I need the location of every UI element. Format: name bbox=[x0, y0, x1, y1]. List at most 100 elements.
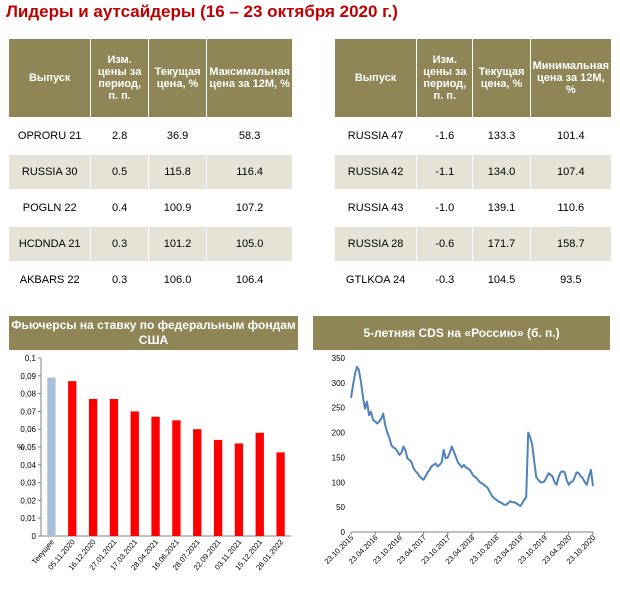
min-price-cell: 158.7 bbox=[530, 227, 611, 263]
y-tick-label: 0,07 bbox=[20, 407, 36, 416]
change-cell: 2.8 bbox=[91, 119, 149, 155]
price-cell: 115.8 bbox=[148, 155, 208, 191]
bar bbox=[193, 429, 202, 536]
max-price-cell: 107.2 bbox=[207, 191, 292, 227]
y-tick-label: 0,09 bbox=[20, 372, 36, 381]
y-tick-label: 0,03 bbox=[20, 479, 36, 488]
leaders-header-price: Текущая цена, % bbox=[148, 39, 208, 119]
max-price-cell: 106.4 bbox=[207, 263, 292, 299]
y-tick-label: 250 bbox=[332, 404, 346, 413]
fed-futures-chart-plot: 0 0,01 0,02 0,03 0,04 0,05 0,06 0,07 0,08 0,09 0,1… bbox=[17, 354, 291, 572]
issue-cell: GTLKOA 24 bbox=[335, 263, 418, 299]
laggards-header-issue: Выпуск bbox=[335, 39, 418, 119]
y-tick-label: 0,06 bbox=[20, 425, 36, 434]
table-row: RUSSIA 47 -1.6 133.3 101.4 bbox=[335, 119, 611, 155]
bar bbox=[151, 416, 160, 536]
min-price-cell: 93.5 bbox=[530, 263, 611, 299]
y-tick-label: 350 bbox=[332, 354, 346, 363]
issue-cell: OPRORU 21 bbox=[9, 119, 92, 155]
issue-cell: AKBARS 22 bbox=[9, 263, 92, 299]
bar bbox=[255, 432, 264, 536]
leaders-header-max-price: Максимальная цена за 12М, % bbox=[207, 39, 292, 119]
issue-cell: RUSSIA 47 bbox=[335, 119, 418, 155]
change-cell: 0.3 bbox=[91, 263, 149, 299]
change-cell: 0.5 bbox=[91, 155, 149, 191]
table-row: OPRORU 21 2.8 36.9 58.3 bbox=[9, 119, 292, 155]
leaders-header-change: Изм. цены за период, п. п. bbox=[91, 39, 149, 119]
issue-cell: RUSSIA 30 bbox=[9, 155, 92, 191]
leaders-table-header-row: Выпуск Изм. цены за период, п. п. Текуща… bbox=[9, 39, 292, 119]
issue-cell: HCDNDA 21 bbox=[9, 227, 92, 263]
bar bbox=[213, 439, 223, 536]
change-cell: 0.3 bbox=[91, 227, 149, 263]
change-cell: -0.3 bbox=[417, 263, 474, 299]
price-cell: 139.1 bbox=[473, 191, 531, 227]
bar bbox=[88, 398, 98, 536]
y-tick-label: 0 bbox=[32, 532, 37, 541]
table-row: RUSSIA 28 -0.6 171.7 158.7 bbox=[335, 227, 611, 263]
y-tick-label: 0,01 bbox=[20, 514, 36, 523]
table-row: AKBARS 22 0.3 106.0 106.4 bbox=[9, 263, 292, 299]
y-tick-label: 100 bbox=[332, 478, 346, 487]
bar bbox=[172, 420, 181, 536]
change-cell: -0.6 bbox=[417, 227, 474, 263]
cds-chart: 5-летняя CDS на «Россию» (б. п.) 0 50 100 1… bbox=[313, 316, 610, 590]
bar bbox=[130, 411, 139, 536]
table-row: RUSSIA 42 -1.1 134.0 107.4 bbox=[335, 155, 611, 191]
price-cell: 171.7 bbox=[473, 227, 531, 263]
price-cell: 106.0 bbox=[148, 263, 208, 299]
change-cell: -1.0 bbox=[417, 191, 474, 227]
leaders-header-issue: Выпуск bbox=[9, 39, 92, 119]
table-row: GTLKOA 24 -0.3 104.5 93.5 bbox=[335, 263, 611, 299]
fed-futures-chart: Фьючерсы на ставку по федеральным фондам… bbox=[9, 316, 298, 590]
max-price-cell: 116.4 bbox=[207, 155, 292, 191]
max-price-cell: 58.3 bbox=[207, 119, 292, 155]
page-title: Лидеры и аутсайдеры (16 – 23 октября 202… bbox=[6, 2, 398, 21]
issue-cell: RUSSIA 28 bbox=[335, 227, 418, 263]
y-tick-label: 300 bbox=[332, 379, 346, 388]
price-cell: 101.2 bbox=[148, 227, 208, 263]
min-price-cell: 101.4 bbox=[530, 119, 611, 155]
price-cell: 133.3 bbox=[473, 119, 531, 155]
bar bbox=[68, 381, 77, 536]
issue-cell: RUSSIA 42 bbox=[335, 155, 418, 191]
y-tick-label: 200 bbox=[332, 429, 346, 438]
y-tick-label: 0,08 bbox=[20, 390, 36, 399]
table-row: HCDNDA 21 0.3 101.2 105.0 bbox=[9, 227, 292, 263]
price-cell: 134.0 bbox=[473, 155, 531, 191]
laggards-table-header-row: Выпуск Изм. цены за период, п. п. Текуща… bbox=[335, 39, 611, 119]
price-cell: 104.5 bbox=[473, 263, 531, 299]
bar bbox=[109, 398, 119, 536]
laggards-header-min-price: Минимальная цена за 12М, % bbox=[530, 39, 611, 119]
laggards-header-change: Изм. цены за период, п. п. bbox=[417, 39, 474, 119]
issue-cell: RUSSIA 43 bbox=[335, 191, 418, 227]
max-price-cell: 105.0 bbox=[207, 227, 292, 263]
y-tick-label: 0,02 bbox=[20, 496, 36, 505]
change-cell: 0.4 bbox=[91, 191, 149, 227]
table-row: POGLN 22 0.4 100.9 107.2 bbox=[9, 191, 292, 227]
y-tick-label: 0,1 bbox=[25, 354, 37, 363]
issue-cell: POGLN 22 bbox=[9, 191, 92, 227]
min-price-cell: 107.4 bbox=[530, 155, 611, 191]
y-tick-label: 0 bbox=[341, 528, 346, 537]
y-tick-label: 50 bbox=[336, 503, 345, 512]
y-tick-label: 150 bbox=[332, 453, 346, 462]
change-cell: -1.6 bbox=[417, 119, 474, 155]
bar bbox=[47, 377, 56, 536]
cds-chart-title: 5-летняя CDS на «Россию» (б. п.) bbox=[313, 316, 610, 350]
y-tick-label: 0,05 bbox=[20, 443, 36, 452]
cds-chart-plot: 05010015020025030035023.10.201523.04.201… bbox=[323, 354, 598, 566]
y-tick-label: 0,04 bbox=[20, 461, 36, 470]
leaders-table: Выпуск Изм. цены за период, п. п. Текуща… bbox=[9, 39, 292, 299]
change-cell: -1.1 bbox=[417, 155, 474, 191]
price-cell: 36.9 bbox=[148, 119, 208, 155]
laggards-header-price: Текущая цена, % bbox=[473, 39, 531, 119]
bar bbox=[234, 443, 244, 536]
min-price-cell: 110.6 bbox=[530, 191, 611, 227]
table-row: RUSSIA 43 -1.0 139.1 110.6 bbox=[335, 191, 611, 227]
bar bbox=[276, 452, 285, 536]
table-row: RUSSIA 30 0.5 115.8 116.4 bbox=[9, 155, 292, 191]
laggards-table: Выпуск Изм. цены за период, п. п. Текуща… bbox=[335, 39, 611, 299]
fed-futures-chart-title: Фьючерсы на ставку по федеральным фондам… bbox=[9, 316, 298, 350]
price-cell: 100.9 bbox=[148, 191, 208, 227]
